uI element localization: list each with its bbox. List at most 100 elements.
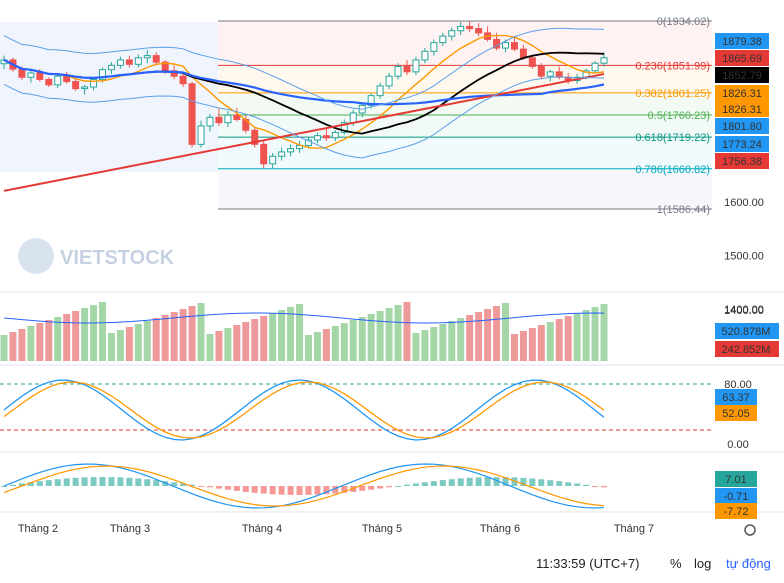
macd-histogram-bar bbox=[117, 477, 124, 486]
macd-histogram-bar bbox=[511, 477, 518, 486]
macd-histogram-bar bbox=[171, 482, 178, 486]
price-axis-tick: 1600.00 bbox=[724, 197, 764, 209]
macd-histogram-bar bbox=[269, 486, 276, 495]
macd-histogram-bar bbox=[386, 486, 393, 488]
volume-bar bbox=[27, 326, 35, 361]
macd-badge-label: 7.01 bbox=[725, 474, 746, 486]
volume-bar bbox=[107, 333, 115, 361]
volume-bar bbox=[233, 325, 241, 361]
volume-bar bbox=[564, 316, 572, 361]
candle-body bbox=[421, 50, 429, 61]
candle-body bbox=[81, 86, 89, 90]
macd-histogram-bar bbox=[108, 477, 115, 486]
candle-body bbox=[260, 143, 268, 165]
macd-badge-label: -7.72 bbox=[723, 506, 748, 518]
volume-bar bbox=[510, 334, 518, 361]
fib-level-label: 0.786(1660.82) bbox=[635, 164, 710, 176]
macd-badge bbox=[715, 503, 757, 519]
volume-bar bbox=[206, 334, 214, 361]
watermark-icon bbox=[18, 238, 54, 274]
fib-level-label: 0(1934.02) bbox=[657, 16, 710, 28]
volume-bar bbox=[591, 307, 599, 361]
macd-histogram-bar bbox=[224, 486, 231, 490]
volume-bar bbox=[385, 308, 393, 361]
volume-bar bbox=[537, 325, 545, 361]
candle-body bbox=[439, 35, 447, 44]
volume-bar bbox=[349, 320, 357, 361]
auto-scale-toggle[interactable]: tự động bbox=[726, 556, 771, 571]
volume-bar bbox=[224, 328, 232, 361]
time-axis-label: Tháng 3 bbox=[110, 523, 150, 535]
volume-bar bbox=[54, 317, 62, 361]
candle-body bbox=[206, 116, 214, 127]
volume-bar bbox=[528, 328, 536, 361]
volume-bar bbox=[484, 309, 492, 361]
price-axis-tick: 1500.00 bbox=[724, 251, 764, 263]
candle-body bbox=[600, 57, 608, 64]
candle-body bbox=[340, 122, 348, 133]
macd-histogram-bar bbox=[601, 486, 607, 488]
candle-body bbox=[215, 116, 223, 124]
ma-trend-line bbox=[3, 73, 605, 192]
candle-body bbox=[179, 75, 187, 85]
chart-footer: 11:33:59 (UTC+7) % log tự động bbox=[0, 546, 784, 583]
macd-histogram-bar bbox=[493, 477, 500, 486]
volume-bar bbox=[331, 326, 339, 361]
candle-body bbox=[331, 131, 339, 139]
macd-histogram-bar bbox=[81, 477, 88, 486]
volume-bar bbox=[170, 312, 178, 361]
macd-histogram-bar bbox=[144, 479, 151, 486]
macd-line bbox=[3, 463, 605, 509]
macd-histogram-bar bbox=[135, 478, 142, 486]
candle-body bbox=[188, 83, 196, 145]
candle-body bbox=[448, 30, 456, 37]
macd-histogram-bar bbox=[18, 483, 25, 486]
macd-histogram-bar bbox=[359, 486, 366, 491]
stochastic-axis-tick: 0.00 bbox=[727, 439, 748, 451]
candle-body bbox=[224, 114, 232, 124]
price-badge-label: 1826.31 bbox=[722, 88, 762, 100]
macd-histogram-bar bbox=[278, 486, 285, 495]
volume-bar bbox=[421, 330, 429, 361]
stochastic-axis-tick: 80.00 bbox=[724, 379, 752, 391]
volume-bar bbox=[501, 303, 509, 361]
candle-body bbox=[278, 151, 286, 157]
macd-histogram-bar bbox=[242, 486, 249, 492]
fib-level-label: 0.5(1760.23) bbox=[648, 110, 710, 122]
stochastic-d-line bbox=[3, 381, 605, 439]
candle-body bbox=[546, 71, 554, 77]
candle-body bbox=[36, 72, 44, 80]
volume-bar bbox=[367, 314, 375, 361]
volume-bar bbox=[143, 321, 151, 361]
volume-bar bbox=[9, 332, 17, 361]
macd-histogram-bar bbox=[305, 486, 312, 495]
candle-body bbox=[313, 135, 321, 141]
volume-bar bbox=[36, 323, 44, 361]
macd-histogram-bar bbox=[251, 486, 258, 493]
price-badge bbox=[715, 118, 769, 134]
candle-body bbox=[251, 129, 259, 145]
candle-body bbox=[269, 155, 277, 165]
price-badge-label: 1826.31 bbox=[722, 104, 762, 116]
volume-bar bbox=[493, 306, 501, 361]
percent-toggle[interactable]: % bbox=[670, 556, 682, 571]
fib-level-label: 0.618(1719.22) bbox=[635, 132, 710, 144]
candle-body bbox=[412, 59, 420, 73]
macd-histogram-bar bbox=[9, 484, 16, 486]
chart-canvas[interactable]: 0(1934.02) 0.236(1851.99) 0.382(1801.25) 0.… bbox=[0, 0, 784, 546]
price-badge-label: 1756.38 bbox=[722, 156, 762, 168]
log-toggle[interactable]: log bbox=[694, 556, 712, 571]
time-axis-label: Tháng 5 bbox=[362, 523, 402, 535]
volume-bar bbox=[63, 314, 71, 361]
macd-histogram-bar bbox=[395, 485, 402, 487]
volume-bar bbox=[466, 315, 474, 361]
candle-body bbox=[63, 75, 71, 83]
macd-histogram-bar bbox=[341, 486, 348, 493]
volume-bar bbox=[18, 329, 26, 361]
volume-bar bbox=[439, 324, 447, 361]
candle-body bbox=[510, 42, 518, 50]
price-badge-label: 1879.38 bbox=[722, 36, 762, 48]
volume-bar bbox=[215, 331, 223, 361]
fib-level-label: 0.382(1801.25) bbox=[635, 88, 710, 100]
